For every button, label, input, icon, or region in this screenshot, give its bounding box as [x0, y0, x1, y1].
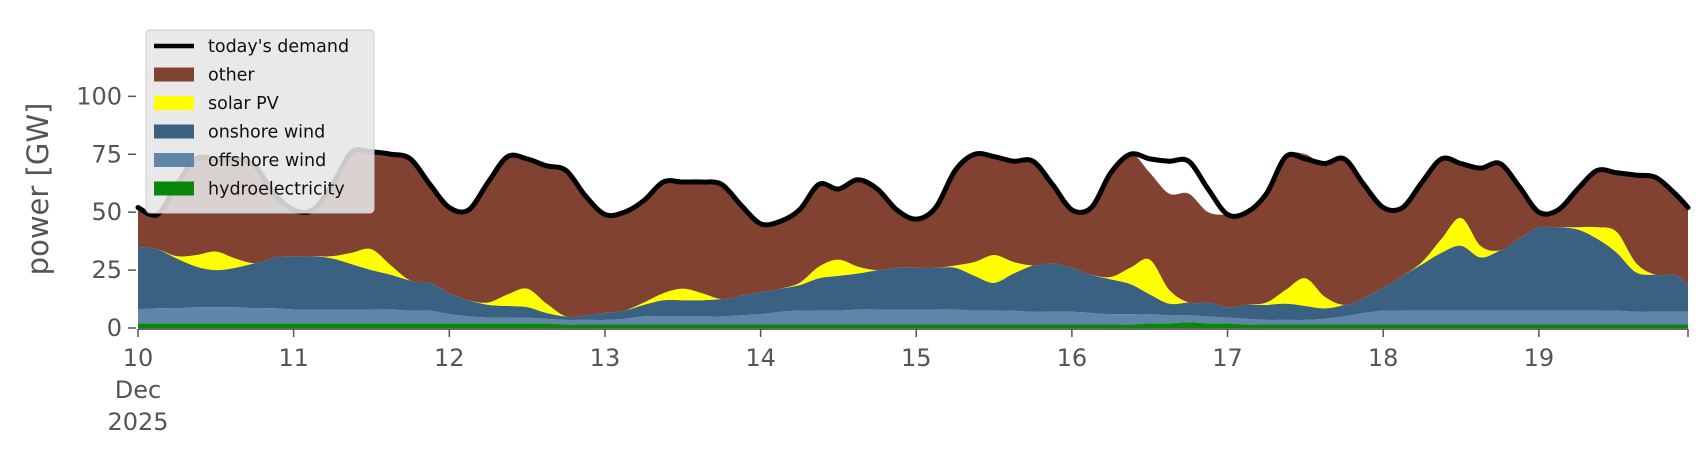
legend-swatch [154, 67, 194, 82]
x-tick-label: 12 [434, 344, 465, 372]
axes: 0 25 50 75 100 10 Dec 2025 11 12 13 14 15 16 17 18 19 pow… [21, 82, 1689, 436]
y-tick-label: 75 [91, 140, 122, 168]
legend-label: onshore wind [208, 123, 325, 143]
legend-swatch [154, 153, 194, 167]
y-tick-label: 100 [76, 82, 122, 110]
x-tick-label: 16 [1057, 344, 1088, 372]
legend-label: other [208, 66, 255, 86]
y-axis-title: power [GW] [21, 103, 55, 276]
legend-item-solar-pv: solar PV [154, 94, 279, 114]
legend-swatch [154, 96, 194, 110]
x-tick-label: 10 [123, 344, 154, 372]
x-tick-label: 11 [278, 344, 309, 372]
area-onshore-wind [138, 226, 1688, 320]
area-solar-pv [138, 217, 1688, 318]
demand-line [135, 146, 1691, 228]
legend-item-onshore-wind: onshore wind [154, 123, 325, 143]
legend-item-hydroelectricity: hydroelectricity [154, 180, 345, 200]
area-other [138, 149, 1688, 318]
legend-label: today's demand [208, 37, 349, 57]
x-tick-label: 14 [745, 344, 776, 372]
legend-item-today-s-demand: today's demand [154, 37, 349, 57]
legend-box [145, 29, 375, 214]
x-tick-label: 19 [1524, 344, 1555, 372]
legend-swatch [154, 181, 194, 196]
x-tick-label: 13 [590, 344, 621, 372]
y-tick-label: 50 [91, 198, 122, 226]
legend-item-offshore-wind: offshore wind [154, 151, 326, 171]
legend: today's demand other solar PV onshore wind o… [145, 29, 375, 214]
area-hydroelectricity [138, 322, 1688, 328]
x-tick-label: 18 [1368, 344, 1399, 372]
y-tick-label: 0 [107, 314, 122, 342]
y-tick-label: 25 [91, 256, 122, 284]
plot-area [135, 146, 1691, 328]
legend-label: hydroelectricity [208, 180, 345, 200]
area-offshore-wind [138, 307, 1688, 325]
legend-item-other: other [154, 66, 255, 86]
x-tick-sublabel: Dec [115, 376, 161, 404]
legend-swatch [154, 124, 194, 139]
x-tick-sublabel: 2025 [107, 408, 168, 436]
x-tick-label: 15 [901, 344, 932, 372]
legend-label: solar PV [208, 94, 279, 114]
legend-label: offshore wind [208, 151, 326, 171]
x-tick-label: 17 [1212, 344, 1243, 372]
